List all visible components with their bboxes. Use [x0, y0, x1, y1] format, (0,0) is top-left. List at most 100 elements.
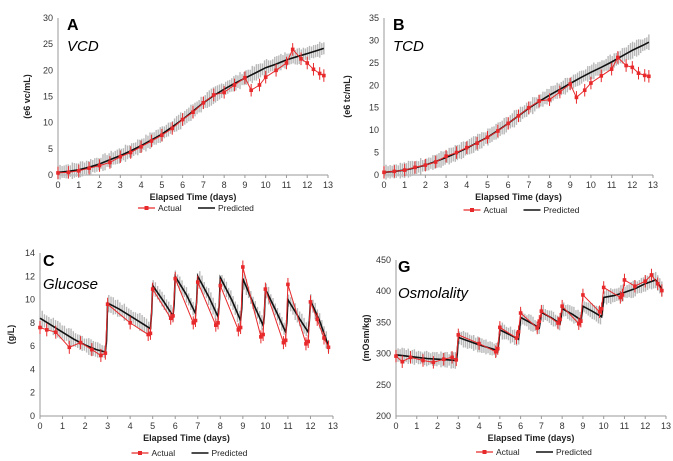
x-tick-label: 9: [580, 421, 585, 431]
x-tick-label: 10: [260, 421, 270, 431]
legend: Actual Predicted: [476, 447, 592, 457]
legend-label-actual: Actual: [496, 447, 520, 457]
x-tick-label: 11: [283, 421, 292, 431]
actual-point: [306, 339, 311, 344]
y-tick-label: 300: [376, 349, 391, 359]
actual-point: [408, 355, 413, 360]
actual-point: [464, 145, 469, 150]
x-tick-label: 13: [328, 421, 338, 431]
x-tick-label: 6: [518, 421, 523, 431]
x-tick-label: 0: [55, 180, 60, 190]
actual-point: [547, 97, 552, 102]
actual-point: [444, 154, 448, 158]
x-tick-label: 10: [599, 421, 609, 431]
legend-marker-actual: [482, 450, 487, 454]
actual-point: [281, 340, 286, 345]
actual-point: [193, 318, 198, 323]
x-tick-label: 13: [661, 421, 671, 431]
actual-point: [87, 166, 91, 170]
actual-point: [150, 287, 155, 291]
legend-label-predicted: Predicted: [218, 203, 254, 213]
x-tick-label: 7: [201, 180, 206, 190]
x-tick-label: 10: [586, 180, 596, 190]
actual-point: [431, 360, 436, 365]
actual-point: [148, 331, 153, 336]
x-tick-label: 3: [444, 180, 449, 190]
actual-point: [597, 309, 602, 314]
y-tick-label: 5: [48, 144, 53, 154]
y-tick-label: 14: [25, 248, 35, 258]
actual-point: [257, 83, 262, 87]
panel-name: VCD: [67, 38, 99, 55]
y-axis-label: (e6 tc/mL): [342, 75, 352, 118]
actual-point: [624, 63, 628, 68]
x-tick-label: 1: [402, 180, 407, 190]
y-tick-label: 25: [43, 39, 53, 49]
x-tick-label: 12: [627, 180, 637, 190]
x-tick-label: 3: [118, 180, 123, 190]
x-tick-label: 9: [240, 421, 245, 431]
actual-point: [655, 281, 660, 286]
x-tick-label: 5: [159, 180, 164, 190]
actual-point: [633, 284, 637, 289]
x-tick-label: 6: [173, 421, 178, 431]
panel-name: Glucose: [43, 276, 98, 293]
x-tick-label: 0: [37, 421, 42, 431]
actual-point: [589, 81, 593, 85]
actual-point: [76, 169, 81, 173]
y-tick-label: 0: [48, 170, 53, 180]
legend-label-predicted: Predicted: [212, 448, 248, 458]
legend: Actual Predicted: [131, 448, 248, 458]
actual-point: [537, 319, 542, 323]
legend-marker-actual: [144, 206, 149, 210]
actual-point: [620, 293, 625, 297]
actual-point: [568, 82, 573, 86]
y-tick-label: 350: [376, 317, 391, 327]
actual-point: [53, 330, 58, 334]
x-tick-label: 7: [539, 421, 544, 431]
actual-point: [238, 325, 243, 330]
actual-point: [450, 355, 454, 360]
prediction-band: [383, 34, 650, 180]
actual-point: [400, 359, 405, 364]
x-tick-label: 4: [464, 180, 469, 190]
y-tick-label: 10: [25, 295, 35, 305]
x-tick-label: 4: [128, 421, 133, 431]
actual-point: [579, 319, 583, 323]
y-tick-label: 35: [369, 13, 379, 23]
actual-point: [475, 141, 479, 145]
actual-point: [454, 358, 459, 362]
actual-point: [402, 168, 407, 172]
actual-point: [56, 171, 60, 175]
x-tick-label: 0: [393, 421, 398, 431]
actual-point: [160, 133, 164, 138]
actual-point: [660, 288, 664, 293]
panel-letter: C: [43, 253, 55, 270]
actual-point: [191, 110, 195, 114]
legend-label-actual: Actual: [484, 205, 508, 215]
actual-point: [518, 311, 523, 315]
x-axis-label: Elapsed Time (days): [475, 192, 562, 202]
x-tick-label: 12: [640, 421, 650, 431]
actual-point: [539, 309, 544, 313]
y-tick-label: 15: [43, 92, 53, 102]
legend-label-predicted: Predicted: [556, 447, 592, 457]
actual-point: [498, 325, 502, 330]
actual-point: [105, 302, 110, 307]
actual-point: [222, 90, 226, 95]
actual-point: [168, 316, 173, 320]
actual-point: [103, 351, 108, 355]
actual-point: [609, 67, 614, 71]
actual-point: [642, 73, 647, 78]
actual-point: [97, 163, 102, 168]
y-tick-label: 2: [30, 388, 35, 398]
actual-point: [485, 135, 490, 140]
actual-point: [146, 332, 150, 337]
actual-point: [284, 61, 289, 65]
actual-point: [263, 75, 268, 79]
actual-point: [622, 278, 627, 282]
actual-point: [243, 75, 247, 80]
